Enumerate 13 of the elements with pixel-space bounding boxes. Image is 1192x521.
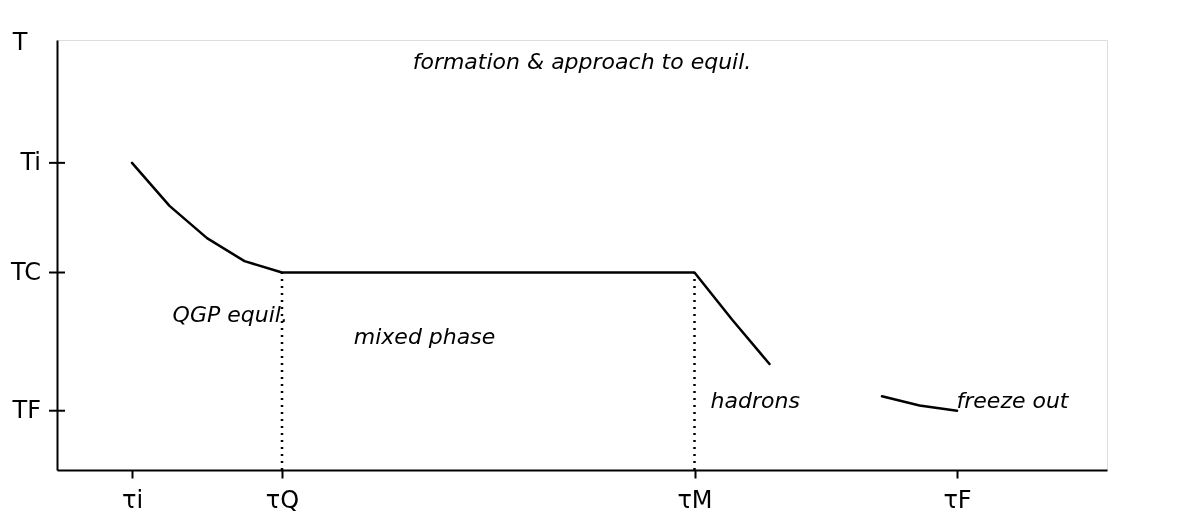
annotation: QGP equil.: [172, 302, 288, 328]
text: TF: [11, 395, 41, 424]
text: Ti: [19, 147, 41, 176]
text: TC: [9, 257, 41, 286]
text: formation & approach to equil.: [412, 48, 752, 74]
x-tick-label: τM: [677, 485, 713, 514]
x-tick-label: τi: [121, 485, 144, 514]
x-tick-label: τF: [943, 485, 972, 514]
y-axis-title: T: [11, 27, 28, 56]
x-tick-label: τQ: [265, 485, 300, 514]
annotation: mixed phase: [353, 323, 496, 349]
annotation: freeze out: [956, 388, 1070, 414]
annotation: hadrons: [710, 388, 800, 414]
